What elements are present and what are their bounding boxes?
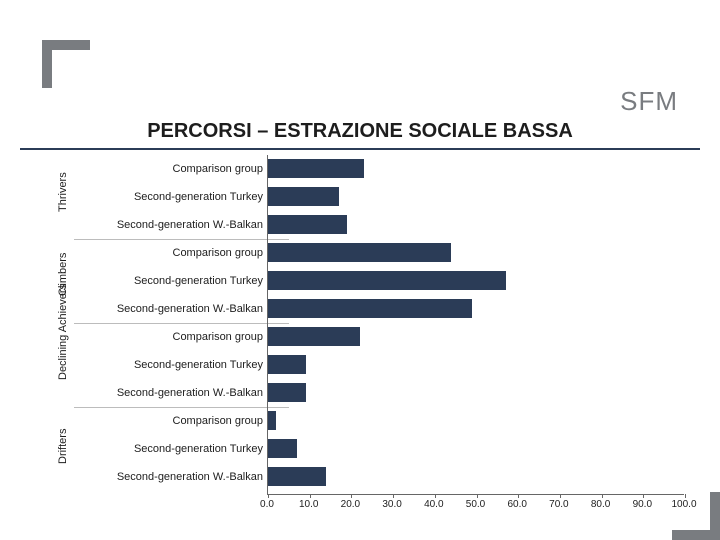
category-label: Second-generation W.-Balkan — [70, 303, 263, 315]
title-divider — [20, 148, 700, 150]
category-label: Comparison group — [70, 331, 263, 343]
group-label: Thrivers — [57, 190, 69, 212]
x-tick-label: 90.0 — [633, 499, 652, 510]
x-tick-label: 0.0 — [260, 499, 274, 510]
bar — [268, 411, 276, 430]
bar — [268, 243, 451, 262]
x-tick-label: 70.0 — [549, 499, 568, 510]
category-label: Second-generation W.-Balkan — [70, 219, 263, 231]
group-label: Drifters — [57, 442, 69, 464]
x-tick-label: 60.0 — [507, 499, 526, 510]
x-tick-label: 30.0 — [382, 499, 401, 510]
category-label: Second-generation Turkey — [70, 275, 263, 287]
bar — [268, 439, 297, 458]
category-label: Comparison group — [70, 163, 263, 175]
group-label: Declining Achievers — [57, 358, 69, 380]
logo-text: SFM — [620, 86, 678, 117]
bar — [268, 271, 506, 290]
bar-chart: ThriversClimbersDeclining AchieversDrift… — [52, 155, 684, 525]
bar — [268, 467, 326, 486]
bar — [268, 327, 360, 346]
bar — [268, 355, 306, 374]
category-labels: Comparison groupSecond-generation Turkey… — [74, 155, 267, 495]
category-label: Second-generation W.-Balkan — [70, 471, 263, 483]
bar — [268, 159, 364, 178]
category-label: Comparison group — [70, 415, 263, 427]
x-tick-label: 80.0 — [591, 499, 610, 510]
x-tick-label: 50.0 — [466, 499, 485, 510]
x-tick-label: 100.0 — [671, 499, 696, 510]
page-title: PERCORSI – ESTRAZIONE SOCIALE BASSA — [0, 120, 720, 143]
x-tick-label: 40.0 — [424, 499, 443, 510]
category-label: Second-generation Turkey — [70, 443, 263, 455]
category-label: Second-generation Turkey — [70, 191, 263, 203]
plot-area — [267, 155, 684, 495]
slide: SFM PERCORSI – ESTRAZIONE SOCIALE BASSA … — [0, 0, 720, 540]
bar — [268, 299, 472, 318]
category-label: Second-generation W.-Balkan — [70, 387, 263, 399]
category-label: Second-generation Turkey — [70, 359, 263, 371]
bar — [268, 383, 306, 402]
category-label: Comparison group — [70, 247, 263, 259]
x-tick-label: 20.0 — [341, 499, 360, 510]
bar — [268, 215, 347, 234]
x-tick-label: 10.0 — [299, 499, 318, 510]
x-axis: 0.010.020.030.040.050.060.070.080.090.01… — [267, 499, 684, 519]
bar — [268, 187, 339, 206]
corner-top-left-decoration — [42, 40, 90, 88]
